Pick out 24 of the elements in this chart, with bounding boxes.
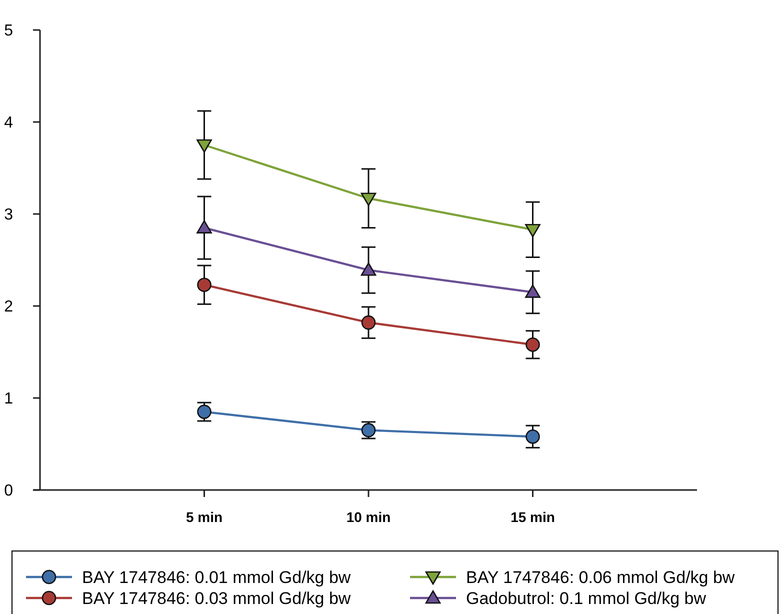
point <box>360 192 376 206</box>
legend-label: BAY 1747846: 0.03 mmol Gd/kg bw <box>82 588 352 608</box>
point <box>525 224 540 238</box>
legend-label: BAY 1747846: 0.06 mmol Gd/kg bw <box>466 568 736 587</box>
point <box>197 404 212 419</box>
y-tick-label: 5 <box>4 22 14 40</box>
point <box>526 337 540 352</box>
point <box>196 220 212 234</box>
legend-label: Gadobutrol: 0.1 mmol Gd/kg bw <box>466 588 707 608</box>
y-tick-label: 2 <box>4 298 14 316</box>
y-tick-label: 1 <box>4 390 14 408</box>
legend-label: BAY 1747846: 0.01 mmol Gd/kg bw <box>82 568 352 587</box>
point <box>361 315 376 330</box>
x-tick-label: 10 min <box>346 509 391 525</box>
y-tick-label: 3 <box>4 206 14 224</box>
point <box>197 278 212 292</box>
point <box>526 429 540 444</box>
x-tick-label: 5 min <box>186 509 223 525</box>
point <box>360 262 376 276</box>
x-tick-label: 15 min <box>510 509 555 525</box>
point <box>525 284 540 298</box>
y-tick-label: 4 <box>4 114 14 132</box>
y-tick-label: 0 <box>4 482 14 500</box>
point <box>196 139 212 153</box>
